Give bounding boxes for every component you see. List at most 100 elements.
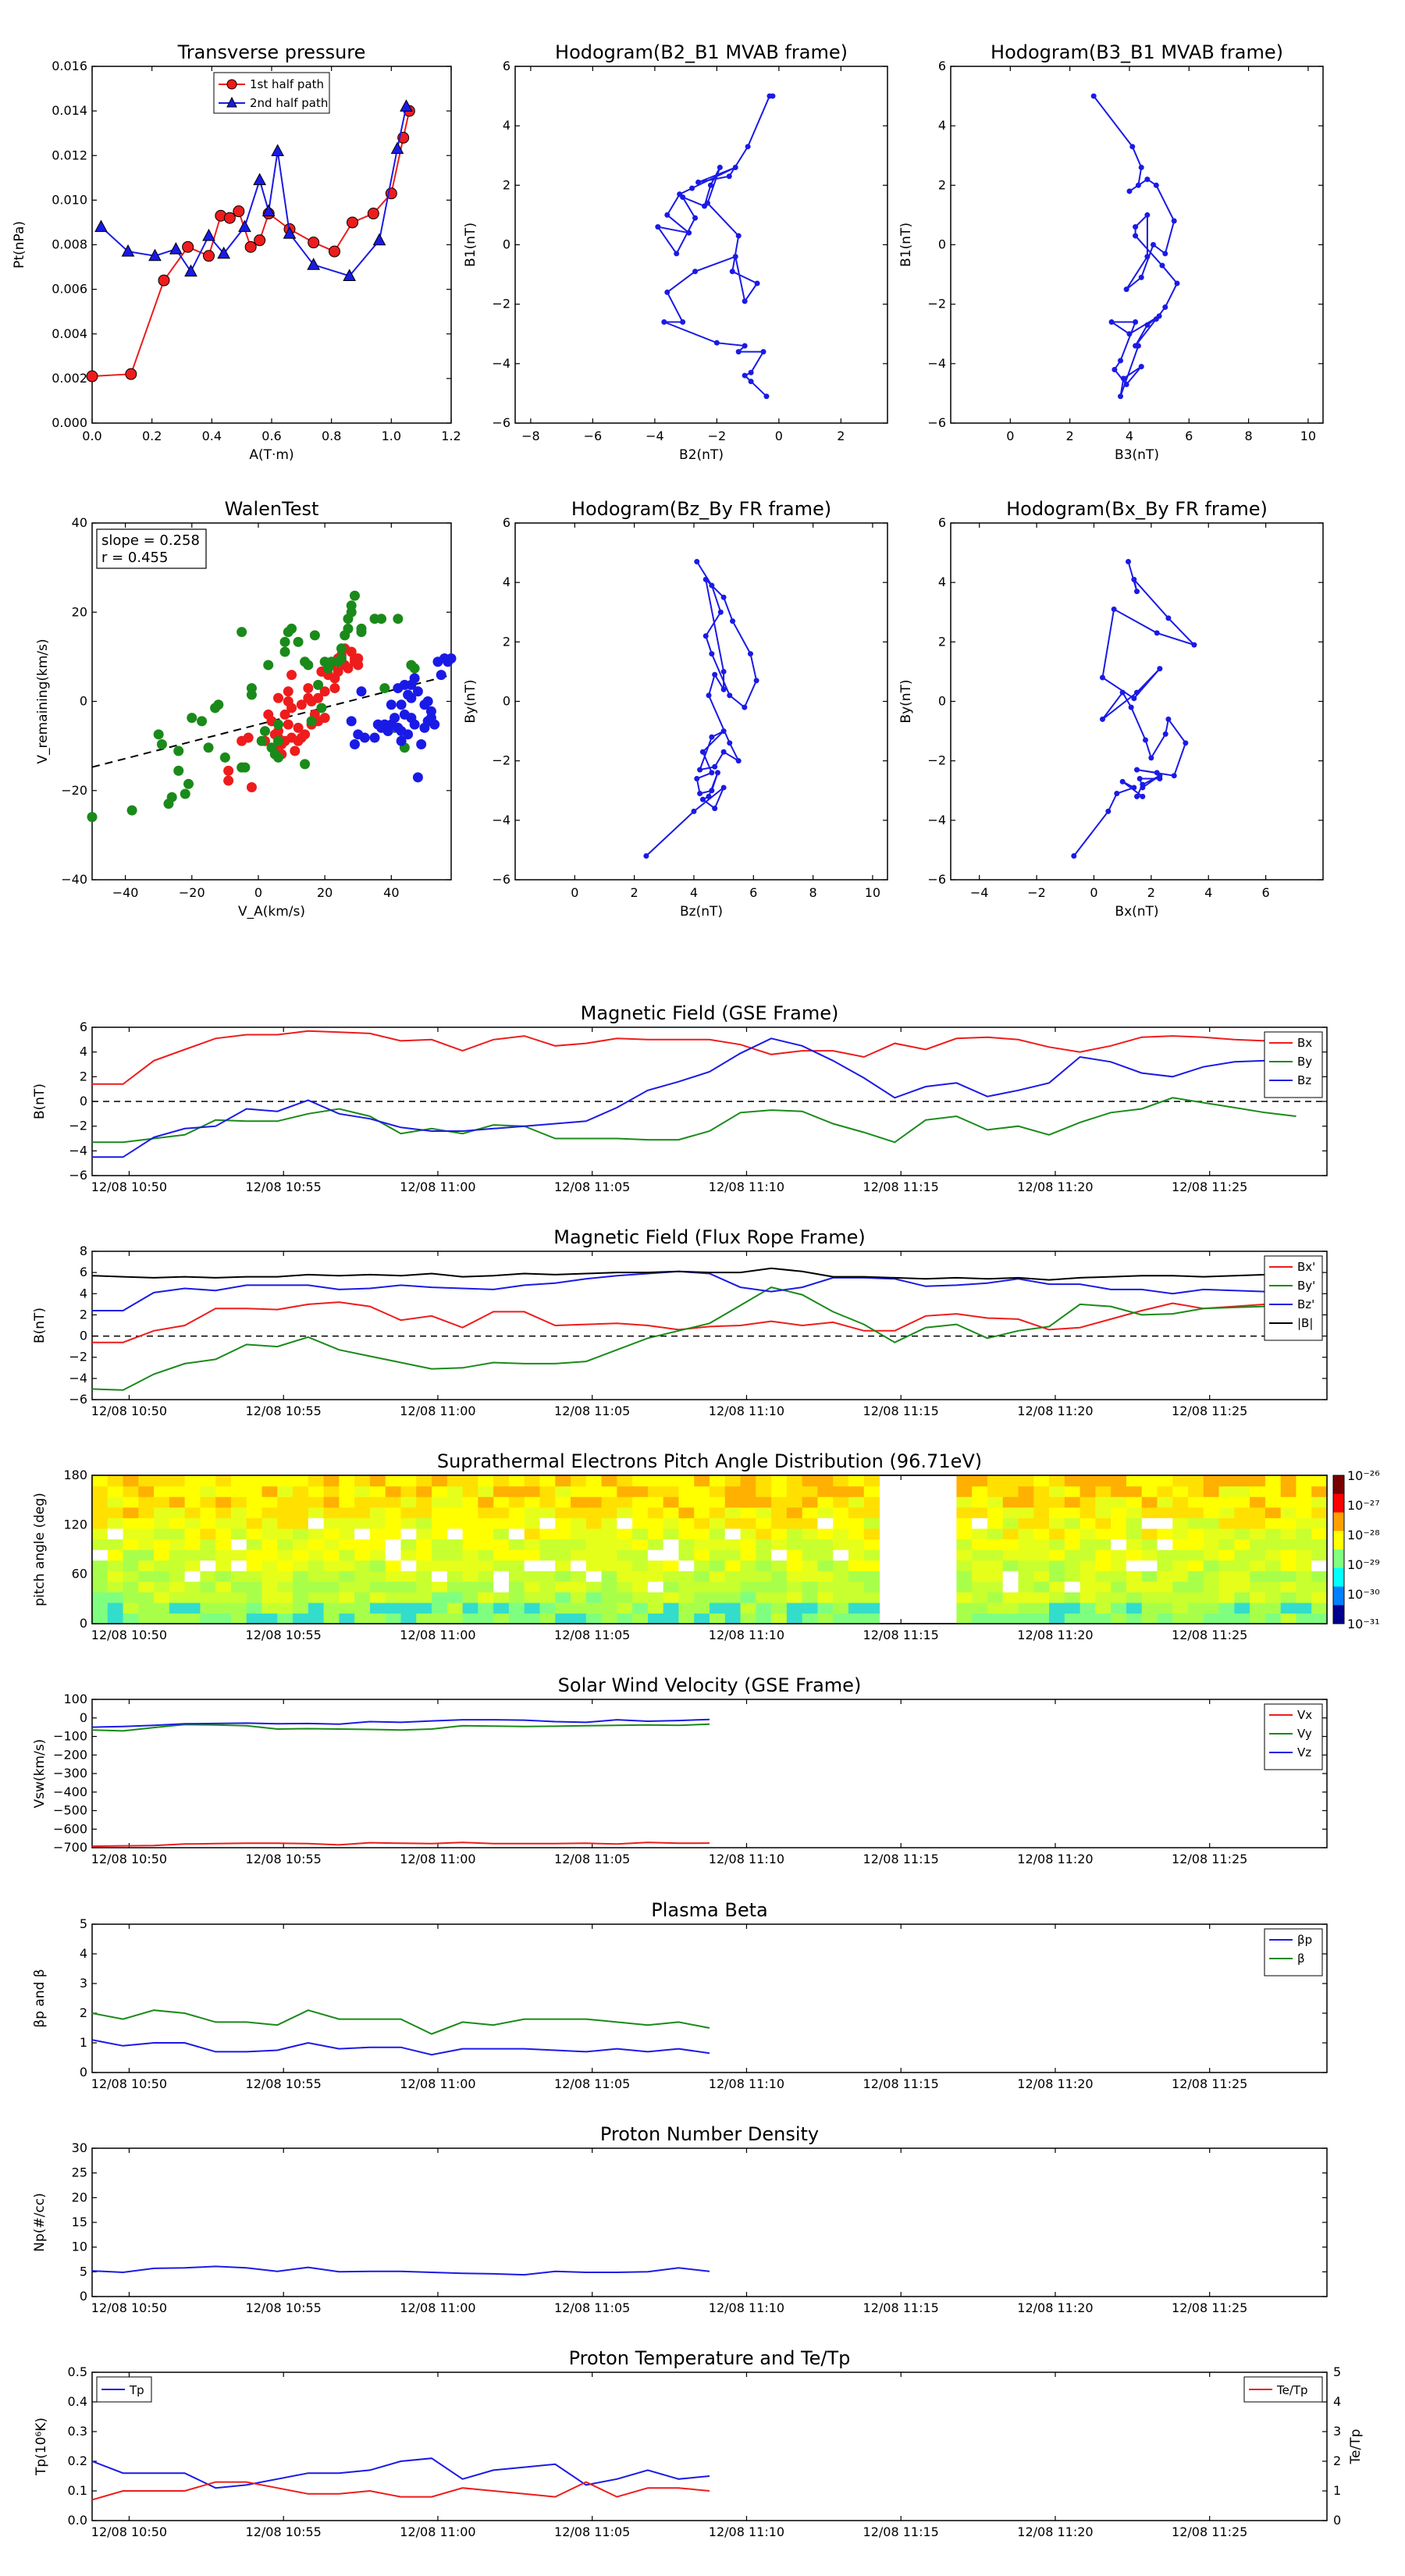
heatmap-cell	[1064, 1507, 1081, 1518]
heatmap-cell	[571, 1475, 587, 1487]
heatmap-cell	[1141, 1592, 1158, 1603]
data-point	[1162, 251, 1168, 257]
heatmap-cell	[462, 1613, 478, 1624]
heatmap-cell	[416, 1550, 432, 1561]
heatmap-cell	[123, 1592, 139, 1603]
heatmap-cell	[678, 1485, 695, 1497]
time-tick-label: 12/08 10:50	[91, 2300, 167, 2315]
heatmap-cell	[493, 1517, 510, 1529]
data-point	[1135, 182, 1141, 188]
x-tick-label: 0	[1006, 429, 1014, 443]
heatmap-cell	[1033, 1550, 1050, 1561]
heatmap-cell	[1311, 1613, 1328, 1624]
heatmap-cell	[169, 1507, 186, 1518]
time-tick-label: 12/08 11:10	[709, 2076, 784, 2091]
data-point	[754, 280, 760, 286]
heatmap-cell	[1218, 1517, 1235, 1529]
heatmap-cell	[1111, 1602, 1127, 1614]
heatmap-cell	[663, 1496, 680, 1508]
heatmap-cell	[833, 1613, 849, 1624]
data-point	[182, 240, 194, 253]
heatmap-cell	[663, 1539, 680, 1550]
heatmap-cell	[123, 1560, 139, 1571]
heatmap-cell	[184, 1496, 201, 1508]
y-tick-label: −6	[492, 872, 510, 887]
data-point	[720, 594, 727, 600]
data-point	[1136, 776, 1143, 782]
heatmap-cell	[1049, 1560, 1065, 1571]
heatmap-cell	[138, 1581, 155, 1592]
heatmap-cell	[215, 1613, 232, 1624]
data-point	[1108, 319, 1115, 326]
heatmap-cell	[833, 1571, 849, 1582]
heatmap-cell	[154, 1581, 170, 1592]
heatmap-cell	[740, 1528, 756, 1540]
heatmap-cell	[354, 1496, 371, 1508]
heatmap-cell	[663, 1613, 680, 1624]
heatmap-cell	[432, 1560, 448, 1571]
y-tick-label: −4	[492, 813, 510, 827]
time-tick-label: 12/08 10:50	[91, 1852, 167, 1866]
time-tick-label: 12/08 11:15	[863, 1179, 939, 1194]
heatmap-cell	[493, 1550, 510, 1561]
heatmap-cell	[863, 1550, 880, 1561]
heatmap-cell	[1250, 1581, 1266, 1592]
heatmap-cell	[169, 1550, 186, 1561]
colorbar-tick-label: 10⁻²⁸	[1347, 1528, 1380, 1542]
heatmap-cell	[1203, 1550, 1220, 1561]
heatmap-cell	[617, 1517, 633, 1529]
heatmap-cell	[369, 1485, 386, 1497]
heatmap-cell	[1080, 1485, 1096, 1497]
series-line-0	[91, 2265, 710, 2276]
time-tick-label: 12/08 11:20	[1017, 2524, 1093, 2539]
heatmap-cell	[215, 1485, 232, 1497]
x-tick-label: −4	[970, 885, 989, 900]
y-tick-label: −2	[492, 753, 510, 768]
data-point	[1150, 242, 1156, 247]
heatmap-cell	[1157, 1550, 1173, 1561]
data-point	[219, 752, 230, 763]
heatmap-cell	[802, 1592, 819, 1603]
hodogram_b3_b1-ylabel: B1(nT)	[898, 222, 914, 267]
y-tick-label: −700	[53, 1840, 87, 1855]
data-point	[702, 576, 709, 582]
data-point	[240, 762, 251, 773]
heatmap-cell	[200, 1602, 216, 1614]
series-line-1	[91, 2009, 710, 2035]
heatmap-cell	[802, 1539, 819, 1550]
heatmap-cell	[632, 1517, 649, 1529]
hodogram_bx_by-ylabel: By(nT)	[898, 679, 914, 723]
hodogram_bz_by-xlabel: Bz(nT)	[680, 904, 723, 920]
transverse_pressure-panel: Transverse pressure0.0000.0020.0040.0060…	[12, 41, 461, 463]
data-point	[699, 749, 706, 755]
heatmap-cell	[1234, 1528, 1250, 1540]
data-point	[1112, 366, 1118, 372]
heatmap-cell	[1234, 1602, 1250, 1614]
heatmap-cell	[1157, 1517, 1173, 1529]
heatmap-cell	[308, 1581, 325, 1592]
heatmap-cell	[1188, 1613, 1204, 1624]
heatmap-cell	[771, 1539, 788, 1550]
data-point	[767, 93, 773, 99]
heatmap-cell	[987, 1581, 1004, 1592]
heatmap-cell	[848, 1528, 865, 1540]
heatmap-cell	[493, 1571, 510, 1582]
heatmap-cell	[539, 1496, 556, 1508]
heatmap-cell	[632, 1560, 649, 1571]
data-point	[1162, 731, 1168, 737]
colorbar-segment	[1333, 1475, 1344, 1495]
heatmap-cell	[323, 1592, 340, 1603]
heatmap-cell	[154, 1560, 170, 1571]
heatmap-cell	[1126, 1613, 1143, 1624]
data-point	[343, 663, 354, 674]
heatmap-cell	[508, 1560, 525, 1571]
heatmap-cell	[617, 1539, 633, 1550]
heatmap-cell	[1311, 1517, 1328, 1529]
heatmap-cell	[571, 1581, 587, 1592]
y-tick-label: 1	[80, 2035, 87, 2050]
data-point	[694, 559, 700, 565]
data-point	[720, 785, 727, 791]
legend-box	[1264, 1703, 1323, 1770]
heatmap-cell	[694, 1581, 710, 1592]
heatmap-cell	[416, 1581, 432, 1592]
